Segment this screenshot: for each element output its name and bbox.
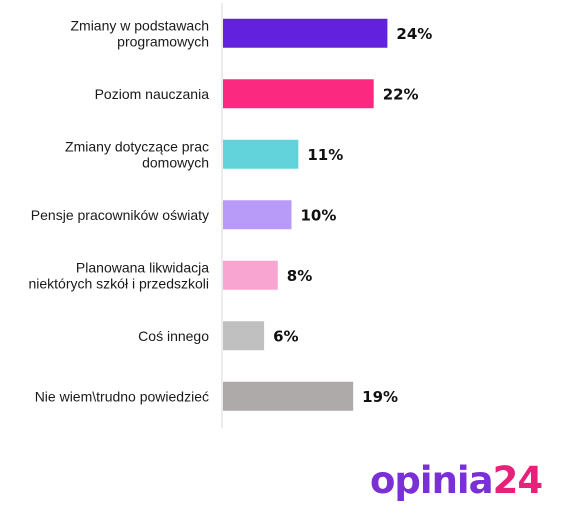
bar-value-label: 22%	[383, 85, 419, 103]
bar-value-label: 10%	[301, 206, 337, 224]
bar-value-label: 8%	[287, 267, 312, 285]
bar-value-label: 24%	[396, 25, 432, 43]
bar	[223, 139, 299, 169]
category-label: Zmiany w podstawach	[70, 17, 209, 33]
bar	[223, 260, 278, 290]
bar	[223, 321, 265, 351]
category-label: programowych	[117, 33, 209, 49]
category-label: Nie wiem\trudno powiedzieć	[35, 388, 209, 404]
bar	[223, 381, 354, 411]
logo-text-opinia: opinia	[370, 459, 493, 502]
bar	[223, 200, 292, 230]
category-label: Pensje pracowników oświaty	[31, 207, 209, 223]
bar-value-label: 11%	[307, 146, 343, 164]
category-label: Coś innego	[138, 328, 209, 344]
bar-value-label: 6%	[273, 327, 298, 345]
category-label: niektórych szkół i przedszkoli	[28, 275, 209, 291]
logo-text-24: 24	[493, 459, 543, 502]
bar	[223, 18, 388, 48]
opinia24-logo: opinia24	[370, 459, 543, 502]
category-label: Planowana likwidacja	[76, 259, 209, 275]
bar	[223, 79, 374, 109]
category-label: Zmiany dotyczące prac	[65, 138, 209, 154]
category-label: domowych	[142, 154, 209, 170]
bar-value-label: 19%	[362, 388, 398, 406]
category-label: Poziom nauczania	[95, 86, 210, 102]
svg-text:opinia24: opinia24	[370, 459, 542, 502]
